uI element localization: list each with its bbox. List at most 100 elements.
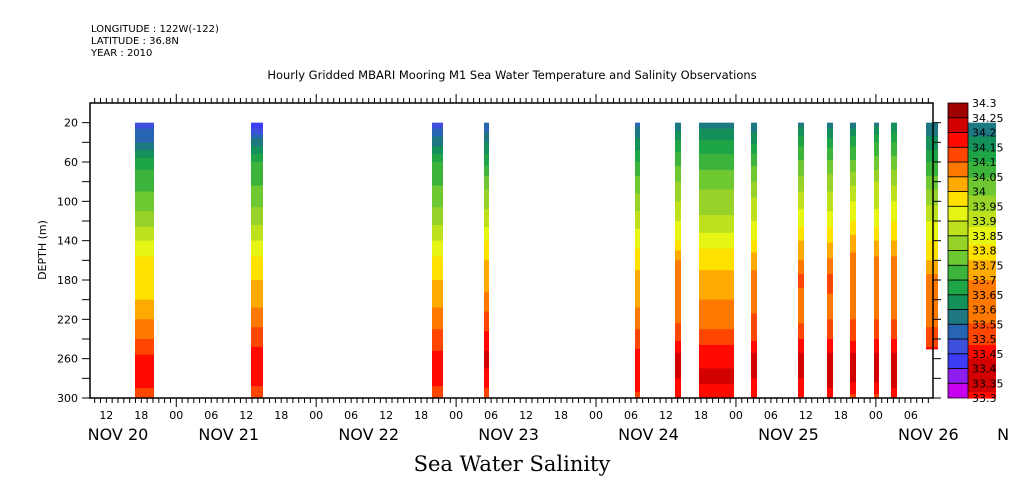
salinity-cell <box>874 252 879 256</box>
salinity-cell <box>699 372 734 375</box>
salinity-cell <box>484 136 489 139</box>
salinity-cell <box>751 384 757 387</box>
salinity-cell <box>827 221 833 224</box>
salinity-cell <box>751 325 757 328</box>
y-axis-title: DEPTH (m) <box>36 220 49 280</box>
salinity-cell <box>874 317 879 320</box>
salinity-cell <box>675 348 681 352</box>
salinity-cell <box>699 165 734 169</box>
salinity-cell <box>484 293 489 297</box>
salinity-cell <box>251 303 263 307</box>
salinity-cell <box>798 252 804 256</box>
salinity-cell <box>798 285 804 289</box>
salinity-cell <box>699 240 734 244</box>
salinity-cell <box>926 246 938 250</box>
salinity-cell <box>891 307 897 311</box>
y-tick-label: 300 <box>57 392 78 405</box>
salinity-cell <box>967 222 996 226</box>
salinity-cell <box>874 165 879 169</box>
salinity-cell <box>675 270 681 273</box>
salinity-cell <box>891 207 897 210</box>
salinity-cell <box>484 342 489 346</box>
salinity-cell <box>751 268 757 271</box>
salinity-cell <box>484 144 489 147</box>
salinity-cell <box>675 238 681 242</box>
salinity-cell <box>751 197 757 200</box>
salinity-cell <box>251 222 263 226</box>
salinity-cell <box>827 222 833 226</box>
salinity-cell <box>874 270 879 273</box>
salinity-cell <box>484 313 489 316</box>
salinity-cell <box>967 146 996 149</box>
salinity-cell <box>432 327 443 330</box>
salinity-cell <box>751 169 757 173</box>
salinity-cell <box>135 390 154 393</box>
salinity-cell <box>751 215 757 218</box>
salinity-cell <box>967 262 996 265</box>
salinity-cell <box>432 301 443 305</box>
salinity-cell <box>484 169 489 173</box>
salinity-cell <box>484 297 489 301</box>
salinity-cell <box>798 272 804 275</box>
salinity-cell <box>635 283 640 287</box>
salinity-cell <box>484 156 489 159</box>
salinity-cell <box>874 274 879 277</box>
salinity-cell <box>135 376 154 379</box>
salinity-cell <box>891 274 897 277</box>
salinity-cell <box>827 146 833 149</box>
salinity-cell <box>850 307 856 311</box>
salinity-cell <box>798 352 804 356</box>
salinity-cell <box>827 148 833 151</box>
salinity-cell <box>967 124 996 128</box>
salinity-cell <box>432 325 443 328</box>
salinity-cell <box>135 181 154 185</box>
salinity-cell <box>874 209 879 212</box>
salinity-cell <box>891 189 897 193</box>
salinity-cell <box>751 199 757 202</box>
salinity-cell <box>798 262 804 265</box>
salinity-cell <box>751 329 757 332</box>
salinity-cell <box>798 122 804 126</box>
salinity-cell <box>850 217 856 220</box>
salinity-cell <box>751 156 757 159</box>
salinity-cell <box>251 309 263 313</box>
salinity-cell <box>874 236 879 240</box>
salinity-cell <box>675 191 681 195</box>
salinity-cell <box>751 348 757 352</box>
salinity-cell <box>926 175 938 179</box>
salinity-cell <box>926 295 938 299</box>
x-hour-label: 18 <box>834 409 848 422</box>
salinity-cell <box>967 244 996 248</box>
salinity-cell <box>251 248 263 252</box>
salinity-cell <box>675 358 681 362</box>
salinity-cell <box>967 232 996 236</box>
colorbar: 33.333.3533.433.4533.533.5533.633.6533.7… <box>947 97 1004 405</box>
salinity-cell <box>850 156 856 159</box>
salinity-cell <box>926 142 938 145</box>
salinity-cell <box>484 352 489 356</box>
salinity-cell <box>926 329 938 332</box>
salinity-cell <box>251 382 263 385</box>
salinity-cell <box>891 386 897 389</box>
salinity-cell <box>798 203 804 206</box>
salinity-cell <box>699 197 734 200</box>
salinity-cell <box>967 183 996 187</box>
salinity-cell <box>827 348 833 352</box>
salinity-cell <box>850 297 856 301</box>
salinity-cell <box>967 228 996 232</box>
salinity-cell <box>850 394 856 397</box>
salinity-cell <box>850 274 856 277</box>
salinity-cell <box>635 183 640 187</box>
salinity-cell <box>635 299 640 303</box>
salinity-cell <box>135 122 154 126</box>
salinity-cell <box>827 193 833 197</box>
salinity-cell <box>967 193 996 197</box>
salinity-cell <box>798 388 804 391</box>
observation-block <box>675 122 681 399</box>
salinity-cell <box>675 246 681 250</box>
observation-block <box>967 122 996 399</box>
salinity-cell <box>926 240 938 244</box>
salinity-cell <box>891 394 897 397</box>
salinity-cell <box>699 356 734 360</box>
salinity-cell <box>798 219 804 222</box>
